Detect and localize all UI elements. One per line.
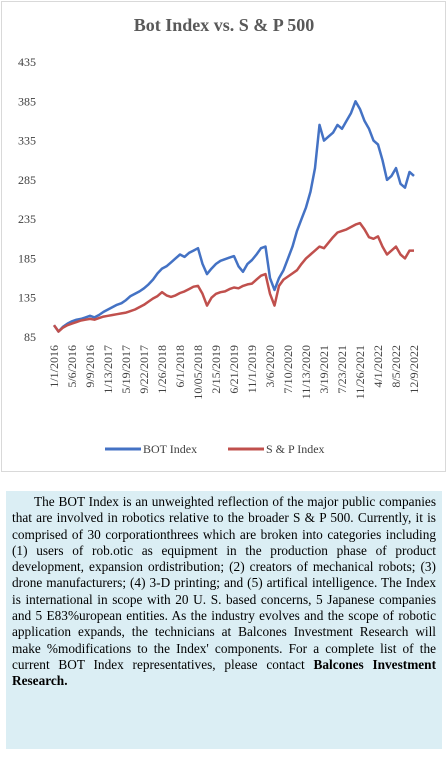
y-tick-label: 85 [24, 330, 36, 344]
y-tick-label: 335 [18, 134, 36, 148]
chart: Bot Index vs. S & P 500 85 135 185 235 285 33… [1, 1, 446, 472]
series-line [52, 100, 415, 333]
x-tick-label: 5/6/2016 [65, 345, 79, 388]
description-box: The BOT Index is an unweighted reflectio… [6, 491, 442, 749]
x-tick-label: 6/21/2019 [227, 345, 241, 394]
x-tick-label: 2/15/2019 [209, 345, 223, 394]
x-tick-label: 8/5/2022 [389, 345, 403, 388]
x-tick-label: 9/22/2017 [137, 345, 151, 394]
x-tick-label: 9/9/2016 [83, 345, 97, 388]
x-tick-label: 5/19/2017 [119, 345, 133, 394]
y-tick-label: 185 [18, 251, 36, 265]
y-tick-label: 285 [18, 173, 36, 187]
x-tick-label: 11/1/2019 [245, 345, 259, 393]
x-tick-label: 12/9/2022 [407, 345, 421, 394]
chart-border [1, 1, 446, 472]
legend-label: S & P Index [266, 442, 325, 456]
chart-title: Bot Index vs. S & P 500 [134, 15, 315, 35]
x-tick-label: 4/1/2022 [371, 345, 385, 388]
y-tick-label: 435 [18, 55, 36, 69]
legend-label: BOT Index [143, 442, 197, 456]
x-tick-label: 3/6/2020 [263, 345, 277, 388]
x-tick-label: 11/26/2021 [353, 345, 367, 399]
x-tick-label: 7/10/2020 [281, 345, 295, 394]
x-tick-label: 6/1/2018 [173, 345, 187, 388]
x-tick-label: 1/26/2018 [155, 345, 169, 394]
x-tick-label: 10/05/2018 [191, 345, 205, 400]
y-tick-label: 385 [18, 94, 36, 108]
description-text: The BOT Index is an unweighted reflectio… [12, 494, 436, 672]
description-bold: Balcones Investment Research. [12, 656, 436, 689]
x-tick-label: 3/19/2021 [317, 345, 331, 394]
y-tick-label: 135 [18, 291, 36, 305]
x-tick-label: 1/13/2017 [101, 345, 115, 394]
x-tick-label: 11/13/2020 [299, 345, 313, 399]
x-tick-label: 7/23/2021 [335, 345, 349, 394]
y-tick-label: 235 [18, 212, 36, 226]
x-tick-label: 1/1/2016 [47, 345, 61, 388]
series-line [52, 221, 414, 333]
